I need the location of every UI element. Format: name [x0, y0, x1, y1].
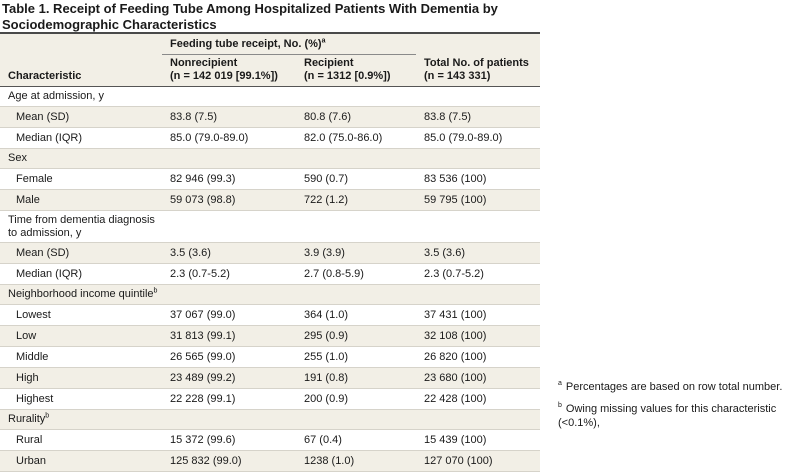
table-title: Table 1. Receipt of Feeding Tube Among H… [2, 1, 498, 32]
row-label: Middle [0, 346, 162, 368]
section-row: Ruralityb [0, 409, 541, 430]
row-label: Rural [0, 429, 162, 451]
recipient-cell: 295 (0.9) [296, 325, 417, 347]
nonrecipient-cell: 23 489 (99.2) [162, 367, 296, 389]
total-cell: 37 431 (100) [416, 304, 541, 326]
nonrecipient-cell: 83.8 (7.5) [162, 106, 296, 128]
section-row: Age at admission, y [0, 86, 541, 107]
total-cell: 85.0 (79.0-89.0) [416, 127, 541, 149]
total-cell: 2.3 (0.7-5.2) [416, 263, 541, 285]
table-row: Mean (SD) 3.5 (3.6) 3.9 (3.9) 3.5 (3.6) [0, 242, 541, 264]
row-label: Male [0, 189, 162, 211]
table-row: Middle 26 565 (99.0) 255 (1.0) 26 820 (1… [0, 346, 541, 368]
recipient-cell: 80.8 (7.6) [296, 106, 417, 128]
recipient-cell: 200 (0.9) [296, 388, 417, 410]
table-row: Median (IQR) 85.0 (79.0-89.0) 82.0 (75.0… [0, 127, 541, 149]
characteristic-header: Characteristic [0, 54, 162, 87]
nonrecipient-header: Nonrecipient (n = 142 019 [99.1%]) [162, 54, 296, 87]
recipient-cell: 1238 (1.0) [296, 450, 417, 472]
row-label: Urban [0, 450, 162, 472]
nonrecipient-cell: 26 565 (99.0) [162, 346, 296, 368]
section-label: Sex [0, 148, 541, 169]
total-cell: 59 795 (100) [416, 189, 541, 211]
footnote-b: b Owing missing values for this character… [558, 402, 777, 429]
row-label: Median (IQR) [0, 127, 162, 149]
nonrecipient-cell: 3.5 (3.6) [162, 242, 296, 264]
recipient-cell: 3.9 (3.9) [296, 242, 417, 264]
nonrecipient-cell: 85.0 (79.0-89.0) [162, 127, 296, 149]
nonrecipient-cell: 125 832 (99.0) [162, 450, 296, 472]
recipient-cell: 255 (1.0) [296, 346, 417, 368]
table-row: Male 59 073 (98.8) 722 (1.2) 59 795 (100… [0, 189, 541, 211]
recipient-cell: 590 (0.7) [296, 168, 417, 190]
total-header: Total No. of patients (n = 143 331) [416, 54, 541, 87]
total-cell: 127 070 (100) [416, 450, 541, 472]
nonrecipient-cell: 31 813 (99.1) [162, 325, 296, 347]
row-label: Low [0, 325, 162, 347]
row-label: Lowest [0, 304, 162, 326]
total-cell: 83.8 (7.5) [416, 106, 541, 128]
total-cell: 26 820 (100) [416, 346, 541, 368]
table-row: Female 82 946 (99.3) 590 (0.7) 83 536 (1… [0, 168, 541, 190]
table-row: Mean (SD) 83.8 (7.5) 80.8 (7.6) 83.8 (7.… [0, 106, 541, 128]
table-row: Lowest 37 067 (99.0) 364 (1.0) 37 431 (1… [0, 304, 541, 326]
table-row: Urban 125 832 (99.0) 1238 (1.0) 127 070 … [0, 450, 541, 472]
row-label: High [0, 367, 162, 389]
total-cell: 83 536 (100) [416, 168, 541, 190]
nonrecipient-cell: 82 946 (99.3) [162, 168, 296, 190]
nonrecipient-cell: 37 067 (99.0) [162, 304, 296, 326]
total-cell: 15 439 (100) [416, 429, 541, 451]
row-label: Highest [0, 388, 162, 410]
section-label: Time from dementia diagnosis to admission… [0, 210, 541, 243]
row-label: Mean (SD) [0, 242, 162, 264]
row-label: Median (IQR) [0, 263, 162, 285]
total-cell: 32 108 (100) [416, 325, 541, 347]
table-header-row-bottom: Characteristic Nonrecipient (n = 142 019 … [0, 54, 541, 87]
recipient-cell: 82.0 (75.0-86.0) [296, 127, 417, 149]
section-label: Ruralityb [0, 409, 541, 430]
row-label: Female [0, 168, 162, 190]
footnote-a: a Percentages are based on row total numb… [558, 380, 783, 393]
total-cell: 23 680 (100) [416, 367, 541, 389]
demographics-table: Feeding tube receipt, No. (%)a Character… [0, 32, 541, 472]
recipient-cell: 191 (0.8) [296, 367, 417, 389]
section-label: Age at admission, y [0, 86, 541, 107]
total-cell: 3.5 (3.6) [416, 242, 541, 264]
recipient-header: Recipient (n = 1312 [0.9%]) [296, 54, 417, 87]
total-cell: 22 428 (100) [416, 388, 541, 410]
recipient-cell: 364 (1.0) [296, 304, 417, 326]
recipient-cell: 67 (0.4) [296, 429, 417, 451]
recipient-cell: 722 (1.2) [296, 189, 417, 211]
nonrecipient-cell: 15 372 (99.6) [162, 429, 296, 451]
table-row: Median (IQR) 2.3 (0.7-5.2) 2.7 (0.8-5.9)… [0, 263, 541, 285]
span-header: Feeding tube receipt, No. (%)a [162, 32, 417, 55]
section-row: Time from dementia diagnosis to admission… [0, 210, 541, 243]
nonrecipient-cell: 2.3 (0.7-5.2) [162, 263, 296, 285]
table-row: Highest 22 228 (99.1) 200 (0.9) 22 428 (… [0, 388, 541, 410]
row-label: Mean (SD) [0, 106, 162, 128]
section-row: Neighborhood income quintileb [0, 284, 541, 305]
table-row: High 23 489 (99.2) 191 (0.8) 23 680 (100… [0, 367, 541, 389]
recipient-cell: 2.7 (0.8-5.9) [296, 263, 417, 285]
table-row: Rural 15 372 (99.6) 67 (0.4) 15 439 (100… [0, 429, 541, 451]
table-header-row-top: Feeding tube receipt, No. (%)a [0, 32, 541, 55]
nonrecipient-cell: 22 228 (99.1) [162, 388, 296, 410]
nonrecipient-cell: 59 073 (98.8) [162, 189, 296, 211]
section-row: Sex [0, 148, 541, 169]
table-row: Low 31 813 (99.1) 295 (0.9) 32 108 (100) [0, 325, 541, 347]
section-label: Neighborhood income quintileb [0, 284, 541, 305]
